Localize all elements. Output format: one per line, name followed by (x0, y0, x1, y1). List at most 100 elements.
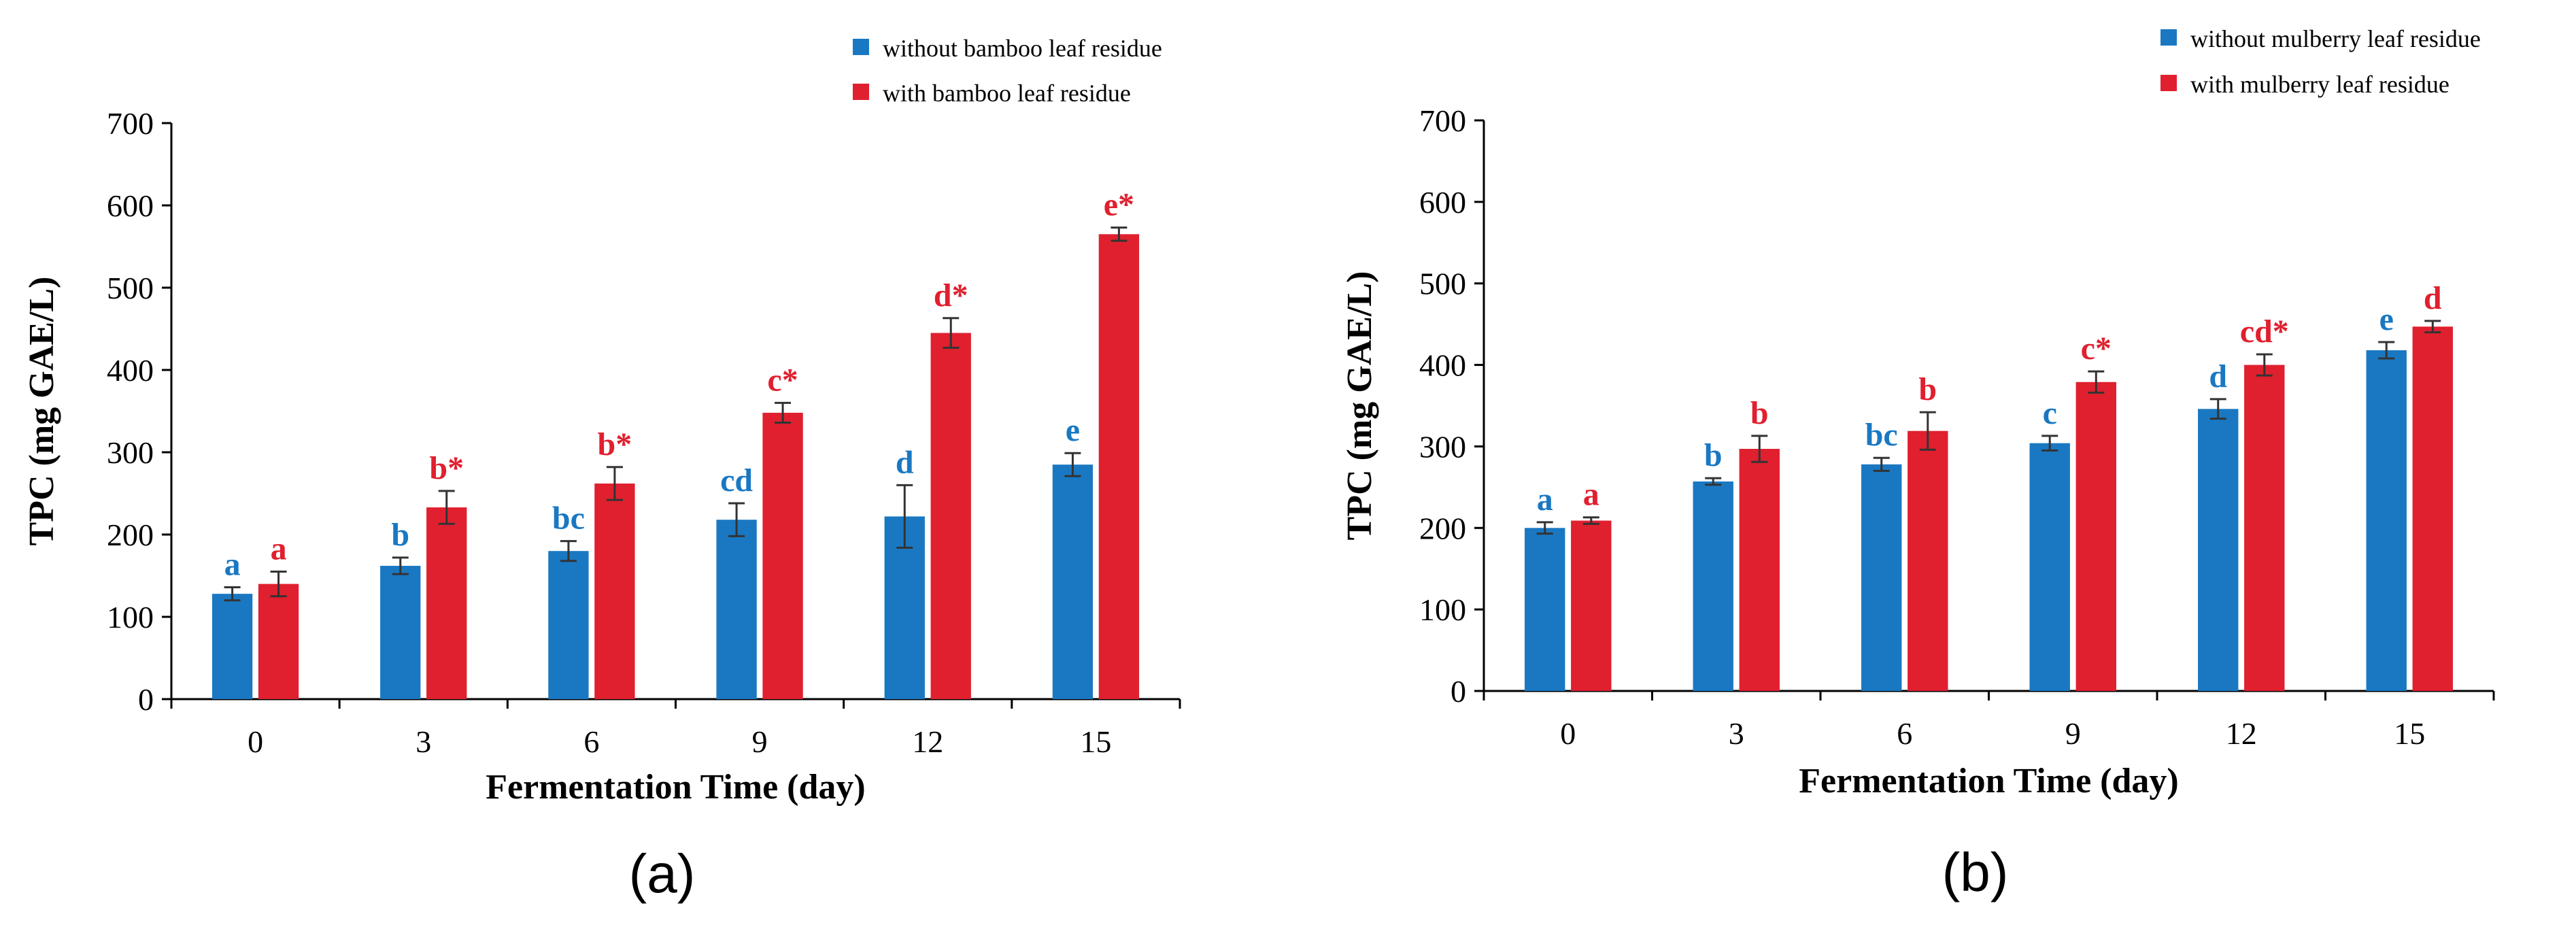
significance-label: b* (429, 450, 464, 486)
bar-series2-0 (258, 584, 299, 699)
significance-label: bc (552, 501, 585, 537)
significance-label: d (2424, 280, 2442, 316)
error-bar (1582, 516, 1599, 525)
significance-label: b* (598, 426, 632, 462)
y-tick-label: 300 (107, 435, 154, 470)
bar-series2-12 (930, 333, 971, 699)
y-axis-title: TPC (mg GAE/L) (1340, 271, 1379, 541)
x-tick-label: 6 (583, 724, 599, 759)
x-tick-label: 3 (1729, 716, 1744, 751)
legend-label: with mulberry leaf residue (2190, 71, 2450, 98)
significance-label: c (2043, 395, 2057, 431)
significance-label: d* (934, 277, 968, 314)
bar-series1-0 (1525, 528, 1565, 691)
error-bar (1751, 435, 1768, 463)
error-bar (392, 556, 409, 575)
y-tick-label: 500 (107, 271, 154, 305)
chart-panel-a: 0 100 200 300 400 500 600 700 0 3 6 9 12 15 a b bc cd d e a b… (0, 0, 1288, 926)
y-tick-label: 400 (107, 353, 154, 388)
error-bar (775, 401, 792, 424)
legend-label: without bamboo leaf residue (883, 35, 1162, 62)
significance-label: e (2379, 301, 2394, 337)
bar-series1-15 (2366, 350, 2407, 691)
error-bar (1536, 521, 1553, 535)
legend-swatch (2160, 75, 2177, 91)
y-tick-label: 500 (1419, 267, 1466, 301)
error-bar (270, 570, 287, 598)
error-bar (943, 317, 960, 349)
bar-series1-6 (548, 551, 589, 699)
error-bar (1064, 452, 1081, 477)
bar-series2-9 (762, 412, 803, 699)
error-bar (728, 502, 745, 537)
significance-label: c* (767, 362, 798, 398)
significance-label: a (224, 546, 241, 582)
significance-label: a (271, 530, 287, 567)
bar-series2-3 (426, 507, 467, 699)
error-bar (1873, 456, 1890, 472)
bar-series1-0 (211, 594, 253, 699)
y-tick-label: 700 (107, 106, 154, 141)
x-tick-label: 3 (416, 724, 431, 759)
y-tick-label: 100 (1419, 592, 1466, 627)
y-tick-label: 700 (1419, 103, 1466, 138)
significance-label: b (1704, 437, 1723, 473)
x-tick-label: 12 (912, 724, 943, 759)
x-tick-label: 9 (2065, 716, 2081, 751)
panel-caption: (a) (629, 843, 696, 904)
bar-series2-15 (1098, 234, 1140, 700)
x-tick-label: 15 (2394, 716, 2425, 751)
significance-label: b (391, 517, 409, 553)
significance-label: b (1750, 395, 1769, 431)
bar-series2-15 (2412, 326, 2453, 691)
x-tick-label: 0 (248, 724, 263, 759)
error-bar (438, 490, 455, 525)
bar-series2-6 (1908, 430, 1948, 691)
x-axis-title: Fermentation Time (day) (486, 768, 865, 807)
bar-series1-3 (380, 565, 421, 699)
significance-label: cd (720, 462, 753, 499)
bar-series1-6 (1861, 464, 1902, 691)
bar-series1-3 (1693, 481, 1733, 691)
y-tick-label: 0 (138, 682, 154, 717)
legend-swatch (853, 39, 869, 55)
chart-panel-b: 0 100 200 300 400 500 600 700 0 3 6 9 12 15 a b bc c d e a b b… (1288, 0, 2576, 926)
bar-series2-9 (2075, 382, 2116, 691)
error-bar (2088, 370, 2105, 394)
panel-caption: (b) (1942, 842, 2009, 902)
error-bar (2041, 435, 2058, 452)
significance-label: bc (1865, 417, 1898, 453)
x-tick-label: 0 (1560, 716, 1576, 751)
y-tick-label: 100 (107, 600, 154, 635)
significance-label: d (2209, 358, 2227, 394)
error-bar (1919, 411, 1936, 451)
chart-a-svg: 0 100 200 300 400 500 600 700 0 3 6 9 12 15 a b bc cd d e a b… (22, 35, 1181, 904)
bar-series2-12 (2244, 365, 2285, 691)
legend-label: without mulberry leaf residue (2190, 25, 2481, 52)
bar-series1-9 (716, 520, 757, 699)
x-tick-label: 12 (2226, 716, 2257, 751)
error-bar (896, 484, 913, 549)
significance-label: d (896, 444, 914, 480)
bar-series1-12 (2198, 409, 2239, 691)
legend-swatch (2160, 29, 2177, 46)
significance-label: e (1066, 412, 1080, 448)
significance-label: a (1537, 482, 1553, 518)
bar-series2-0 (1571, 520, 1612, 691)
significance-label: e* (1104, 187, 1134, 223)
error-bar (606, 466, 623, 501)
bar-series2-6 (594, 483, 635, 699)
x-axis-title: Fermentation Time (day) (1799, 762, 2178, 800)
legend-swatch (853, 84, 869, 100)
error-bar (2256, 353, 2273, 377)
y-tick-label: 200 (107, 518, 154, 552)
error-bar (2209, 398, 2226, 420)
y-tick-label: 400 (1419, 348, 1466, 383)
bar-series1-9 (2029, 443, 2070, 691)
significance-label: c* (2081, 331, 2112, 367)
error-bar (2424, 320, 2441, 334)
x-tick-label: 6 (1897, 716, 1912, 751)
significance-label: a (1583, 477, 1599, 513)
